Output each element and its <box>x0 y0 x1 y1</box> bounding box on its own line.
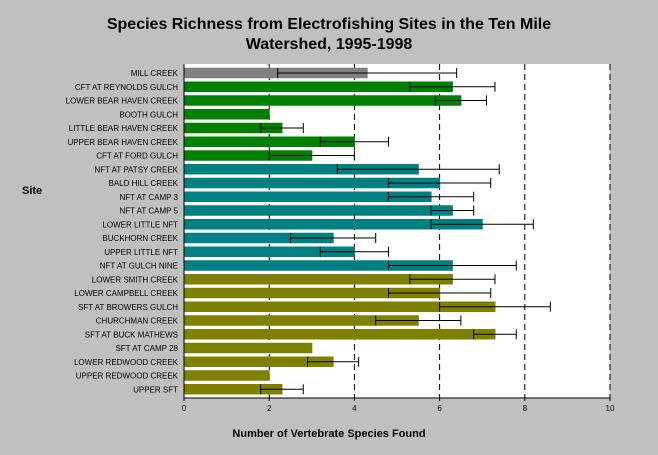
x-tick-label: 2 <box>267 404 272 413</box>
category-label: CFT AT FORD GULCH <box>96 152 178 161</box>
grid-lines <box>183 64 611 401</box>
category-label: UPPER REDWOOD CREEK <box>76 372 179 381</box>
bars <box>184 67 496 395</box>
category-label: LOWER REDWOOD CREEK <box>74 358 179 367</box>
category-label: UPPER LITTLE NFT <box>104 248 178 257</box>
category-label: LOWER LITTLE NFT <box>102 220 178 229</box>
y-axis-label: Site <box>22 185 43 197</box>
bar <box>184 191 432 202</box>
x-tick-label: 8 <box>523 404 528 413</box>
category-label: CHURCHMAN CREEK <box>96 317 179 326</box>
plot-area <box>184 64 610 398</box>
x-tick-labels: 0 2 4 6 8 10 <box>182 404 615 413</box>
category-label: NFT AT CAMP 5 <box>119 207 178 216</box>
category-label: LOWER BEAR HAVEN CREEK <box>66 97 179 106</box>
bar <box>184 274 453 285</box>
category-label: SFT AT BUCK MATHEWS <box>85 330 178 339</box>
bar <box>184 150 313 161</box>
bar <box>184 384 283 395</box>
bar <box>184 136 355 147</box>
bar <box>184 164 419 175</box>
bar <box>184 177 441 189</box>
category-label: UPPER BEAR HAVEN CREEK <box>67 138 178 147</box>
category-label: NFT AT CAMP 3 <box>119 193 178 202</box>
x-tick-label: 10 <box>606 404 615 413</box>
bar <box>184 287 441 299</box>
bar <box>184 370 270 381</box>
category-label: NFT AT GULCH NINE <box>100 262 178 271</box>
bar <box>184 219 483 230</box>
bar <box>184 95 462 106</box>
bar <box>184 122 283 134</box>
bar <box>184 232 334 244</box>
category-label: NFT AT PATSY CREEK <box>94 165 178 174</box>
bar <box>184 109 270 120</box>
error-bars <box>260 68 551 395</box>
bar <box>184 315 419 326</box>
category-label: LITTLE BEAR HAVEN CREEK <box>69 124 179 133</box>
category-label: BALD HILL CREEK <box>108 179 178 188</box>
x-tick-label: 0 <box>182 404 187 413</box>
category-label: UPPER SFT <box>133 385 178 394</box>
bar <box>184 301 496 312</box>
category-label: SFT AT CAMP 28 <box>115 344 178 353</box>
bar <box>184 246 355 257</box>
bar <box>184 260 453 271</box>
category-label: BOOTH GULCH <box>119 110 178 119</box>
bar <box>184 81 453 92</box>
x-axis-label: Number of Vertebrate Species Found <box>232 428 426 440</box>
category-label: BUCKHORN CREEK <box>102 234 178 243</box>
x-tick-label: 4 <box>352 404 357 413</box>
bar <box>184 356 334 367</box>
category-label: CFT AT REYNOLDS GULCH <box>75 83 178 92</box>
chart-title-line-2: Watershed, 1995-1998 <box>245 36 413 53</box>
chart-title-line-1: Species Richness from Electrofishing Sit… <box>106 16 552 33</box>
category-label: SFT AT BROWERS GULCH <box>78 303 178 312</box>
category-label: LOWER CAMPBELL CREEK <box>74 289 178 298</box>
category-labels: MILL CREEK CFT AT REYNOLDS GULCH LOWER BEA… <box>66 69 179 394</box>
bar <box>184 205 453 216</box>
bar <box>184 342 313 354</box>
category-label: LOWER SMITH CREEK <box>92 275 179 284</box>
bar <box>184 329 496 340</box>
category-label: MILL CREEK <box>131 69 179 78</box>
bar <box>184 67 368 79</box>
x-tick-label: 6 <box>437 404 442 413</box>
